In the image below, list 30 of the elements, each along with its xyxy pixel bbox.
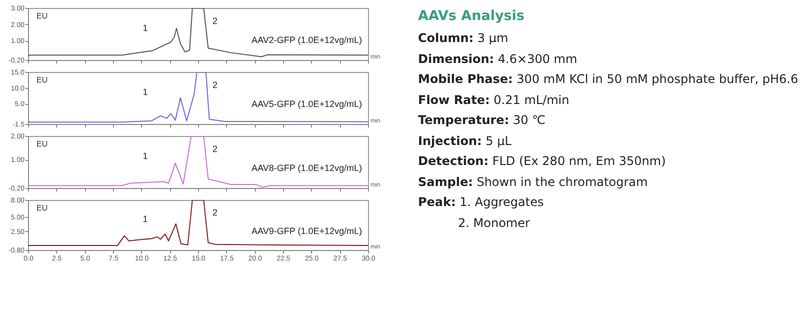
annotation: 1 <box>142 86 148 97</box>
line-series <box>28 200 368 246</box>
annotation: 1 <box>142 150 148 161</box>
annotation: 2 <box>212 80 218 90</box>
text: Sample: Shown in the chromatogram <box>418 174 649 190</box>
annotation: AAV8-GFP (1.0E+12vg/mL) <box>252 163 362 174</box>
text: Peak: 1. Aggregates <box>418 194 545 211</box>
annotation: 2 <box>212 208 218 218</box>
text: Injection: 5 µL <box>418 132 512 150</box>
text: Mobile Phase: 300 mM KCl in 50 mM phosphate buffer, pH6.6 <box>418 71 798 88</box>
annotation: 2 <box>212 16 218 26</box>
text: Temperature: 30 ℃ <box>418 112 546 129</box>
annotation: 2 <box>212 144 218 154</box>
text: Flow Rate: 0.21 mL/min <box>418 92 570 108</box>
y-axis-title: EU <box>36 12 48 20</box>
annotation: AAV5-GFP (1.0E+12vg/mL) <box>252 99 362 110</box>
y-axis-title: EU <box>36 76 48 84</box>
line-series <box>28 136 368 188</box>
annotation: AAV9-GFP (1.0E+12vg/mL) <box>252 226 362 236</box>
annotation: AAV2-GFP (1.0E+12vg/mL) <box>252 35 362 46</box>
text: Column: 3 µm <box>418 30 510 47</box>
y-axis-title: EU <box>36 204 48 212</box>
text: Dimension: 4.6×300 mm <box>418 50 578 68</box>
text: AAVs Analysis <box>418 8 526 24</box>
annotation: 1 <box>142 22 148 33</box>
annotation: 1 <box>142 214 148 224</box>
text: Detection: FLD (Ex 280 nm, Em 350nm) <box>418 153 667 170</box>
text: 2. Monomer <box>457 214 531 232</box>
y-axis-title: EU <box>36 140 48 148</box>
line-series <box>28 8 368 58</box>
